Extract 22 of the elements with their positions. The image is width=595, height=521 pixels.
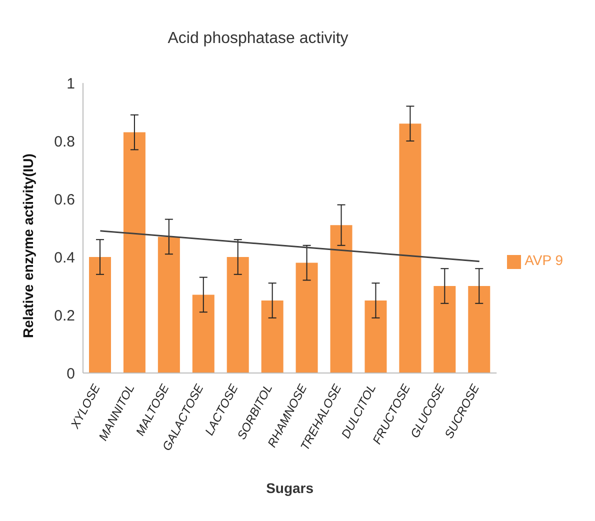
y-axis-title: Relative enzyme activity(IU): [20, 154, 36, 338]
bar: [261, 300, 284, 373]
bar: [226, 257, 249, 373]
bar: [192, 294, 214, 373]
y-tick-label: 0.6: [54, 191, 75, 208]
bar: [296, 262, 318, 373]
x-axis-title: Sugars: [266, 480, 314, 496]
y-tick-label: 0: [66, 365, 75, 382]
bar: [399, 124, 422, 373]
bar: [123, 132, 146, 373]
bar: [364, 300, 387, 373]
bar: [330, 225, 352, 373]
bar: [434, 286, 456, 373]
y-tick-label: 0.4: [54, 249, 75, 266]
bar: [468, 286, 490, 373]
chart-title: Acid phosphatase activity: [166, 30, 350, 48]
y-tick-label: 0.8: [54, 133, 75, 150]
y-tick-label: 0.2: [54, 307, 75, 324]
bar: [158, 236, 180, 373]
legend-label: AVP 9: [524, 252, 563, 268]
bar: [89, 257, 111, 373]
y-tick-label: 1: [66, 75, 75, 92]
